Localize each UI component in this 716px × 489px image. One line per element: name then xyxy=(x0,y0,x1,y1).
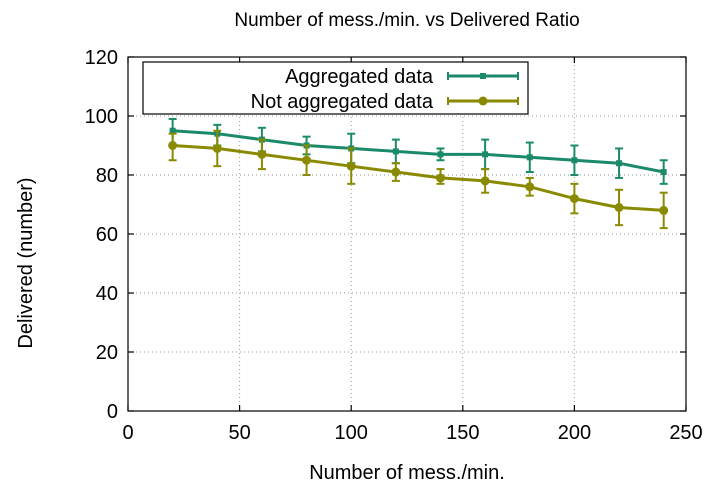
data-point xyxy=(614,202,624,212)
data-point xyxy=(168,141,178,150)
legend-box xyxy=(142,61,529,115)
data-point xyxy=(659,205,669,215)
y-tick-label: 80 xyxy=(96,165,118,187)
x-tick-label: 250 xyxy=(669,422,702,444)
legend-swatch xyxy=(447,96,519,106)
x-tick-label: 50 xyxy=(228,422,250,444)
data-point xyxy=(437,151,444,158)
data-point xyxy=(569,194,579,204)
data-point xyxy=(257,149,267,159)
data-point xyxy=(525,182,535,192)
y-tick-label: 0 xyxy=(107,401,118,423)
legend: Aggregated data Not aggregated data xyxy=(142,61,529,115)
data-point xyxy=(302,155,312,165)
x-tick-label: 200 xyxy=(558,422,591,444)
legend-marker xyxy=(478,96,488,106)
data-point xyxy=(660,169,667,176)
legend-label: Aggregated data xyxy=(285,66,434,88)
legend-label: Not aggregated data xyxy=(251,91,434,113)
series-layer xyxy=(168,117,669,230)
grid xyxy=(128,57,686,411)
x-tick-label: 150 xyxy=(446,422,479,444)
x-axis-label: Number of mess./min. xyxy=(309,462,505,484)
x-ticks: 0 50 100 150 200 250 xyxy=(122,57,703,444)
data-point xyxy=(482,151,489,158)
y-tick-label: 20 xyxy=(96,342,118,364)
data-point xyxy=(480,176,490,186)
y-tick-label: 40 xyxy=(96,283,118,305)
data-point xyxy=(571,157,578,164)
data-point xyxy=(392,148,399,155)
series-line xyxy=(172,129,664,174)
data-point xyxy=(616,160,623,167)
y-tick-label: 120 xyxy=(85,47,118,69)
data-point xyxy=(435,173,445,183)
y-tick-label: 100 xyxy=(85,106,118,128)
data-point xyxy=(212,143,222,153)
data-point xyxy=(169,127,176,134)
data-point xyxy=(526,154,533,161)
legend-swatch xyxy=(447,72,519,80)
data-point xyxy=(346,161,356,171)
x-tick-label: 100 xyxy=(335,422,368,444)
legend-marker xyxy=(480,73,486,79)
data-point xyxy=(391,167,401,177)
series-2 xyxy=(168,129,669,230)
chart-title: Number of mess./min. vs Delivered Ratio xyxy=(234,10,579,31)
y-tick-label: 60 xyxy=(96,224,118,246)
series-line xyxy=(172,144,664,212)
x-tick-label: 0 xyxy=(122,422,133,444)
y-axis-label: Delivered (number) xyxy=(15,177,37,348)
y-ticks: 0 20 40 60 80 100 120 xyxy=(85,47,686,423)
